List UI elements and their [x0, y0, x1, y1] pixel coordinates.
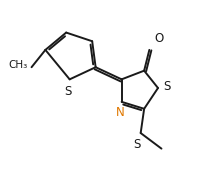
- Text: S: S: [163, 80, 171, 93]
- Text: S: S: [134, 138, 141, 151]
- Text: S: S: [64, 85, 72, 98]
- Text: O: O: [155, 32, 164, 45]
- Text: CH₃: CH₃: [9, 61, 28, 70]
- Text: N: N: [115, 106, 124, 119]
